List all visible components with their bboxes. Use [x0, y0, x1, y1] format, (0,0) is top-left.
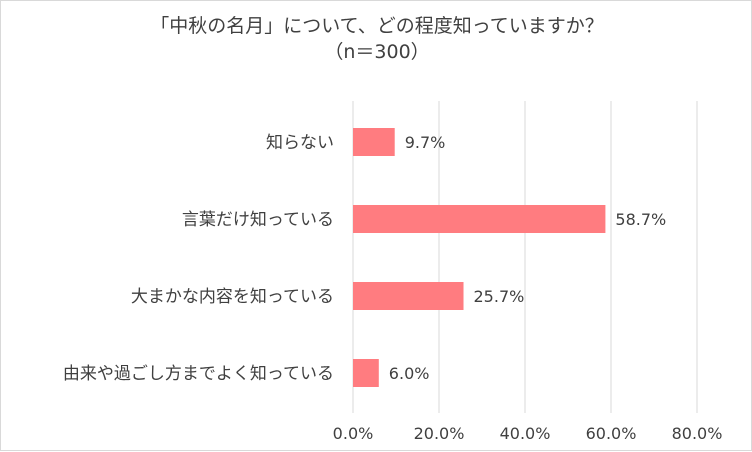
data-label: 25.7%	[474, 287, 525, 306]
category-label: 知らない	[266, 133, 334, 153]
chart-subtitle: （n＝300）	[324, 41, 430, 63]
x-tick-label: 40.0%	[500, 424, 551, 443]
data-label: 9.7%	[405, 133, 446, 152]
x-tick-label: 0.0%	[333, 424, 374, 443]
bar	[353, 282, 464, 310]
x-tick-label: 60.0%	[586, 424, 637, 443]
x-tick-label: 20.0%	[414, 424, 465, 443]
bar	[353, 205, 606, 233]
chart-title-line: 「中秋の名月」について、どの程度知っていますか？	[150, 15, 604, 37]
chart-title: 「中秋の名月」について、どの程度知っていますか？ （n＝300）	[1, 13, 752, 65]
category-label: 言葉だけ知っている	[182, 210, 334, 230]
bar	[353, 359, 379, 387]
category-label: 由来や過ごし方までよく知っている	[63, 364, 334, 384]
data-label: 6.0%	[389, 364, 430, 383]
category-label: 大まかな内容を知っている	[131, 287, 334, 307]
data-label: 58.7%	[615, 210, 666, 229]
bar	[353, 128, 395, 156]
x-tick-label: 80.0%	[672, 424, 723, 443]
